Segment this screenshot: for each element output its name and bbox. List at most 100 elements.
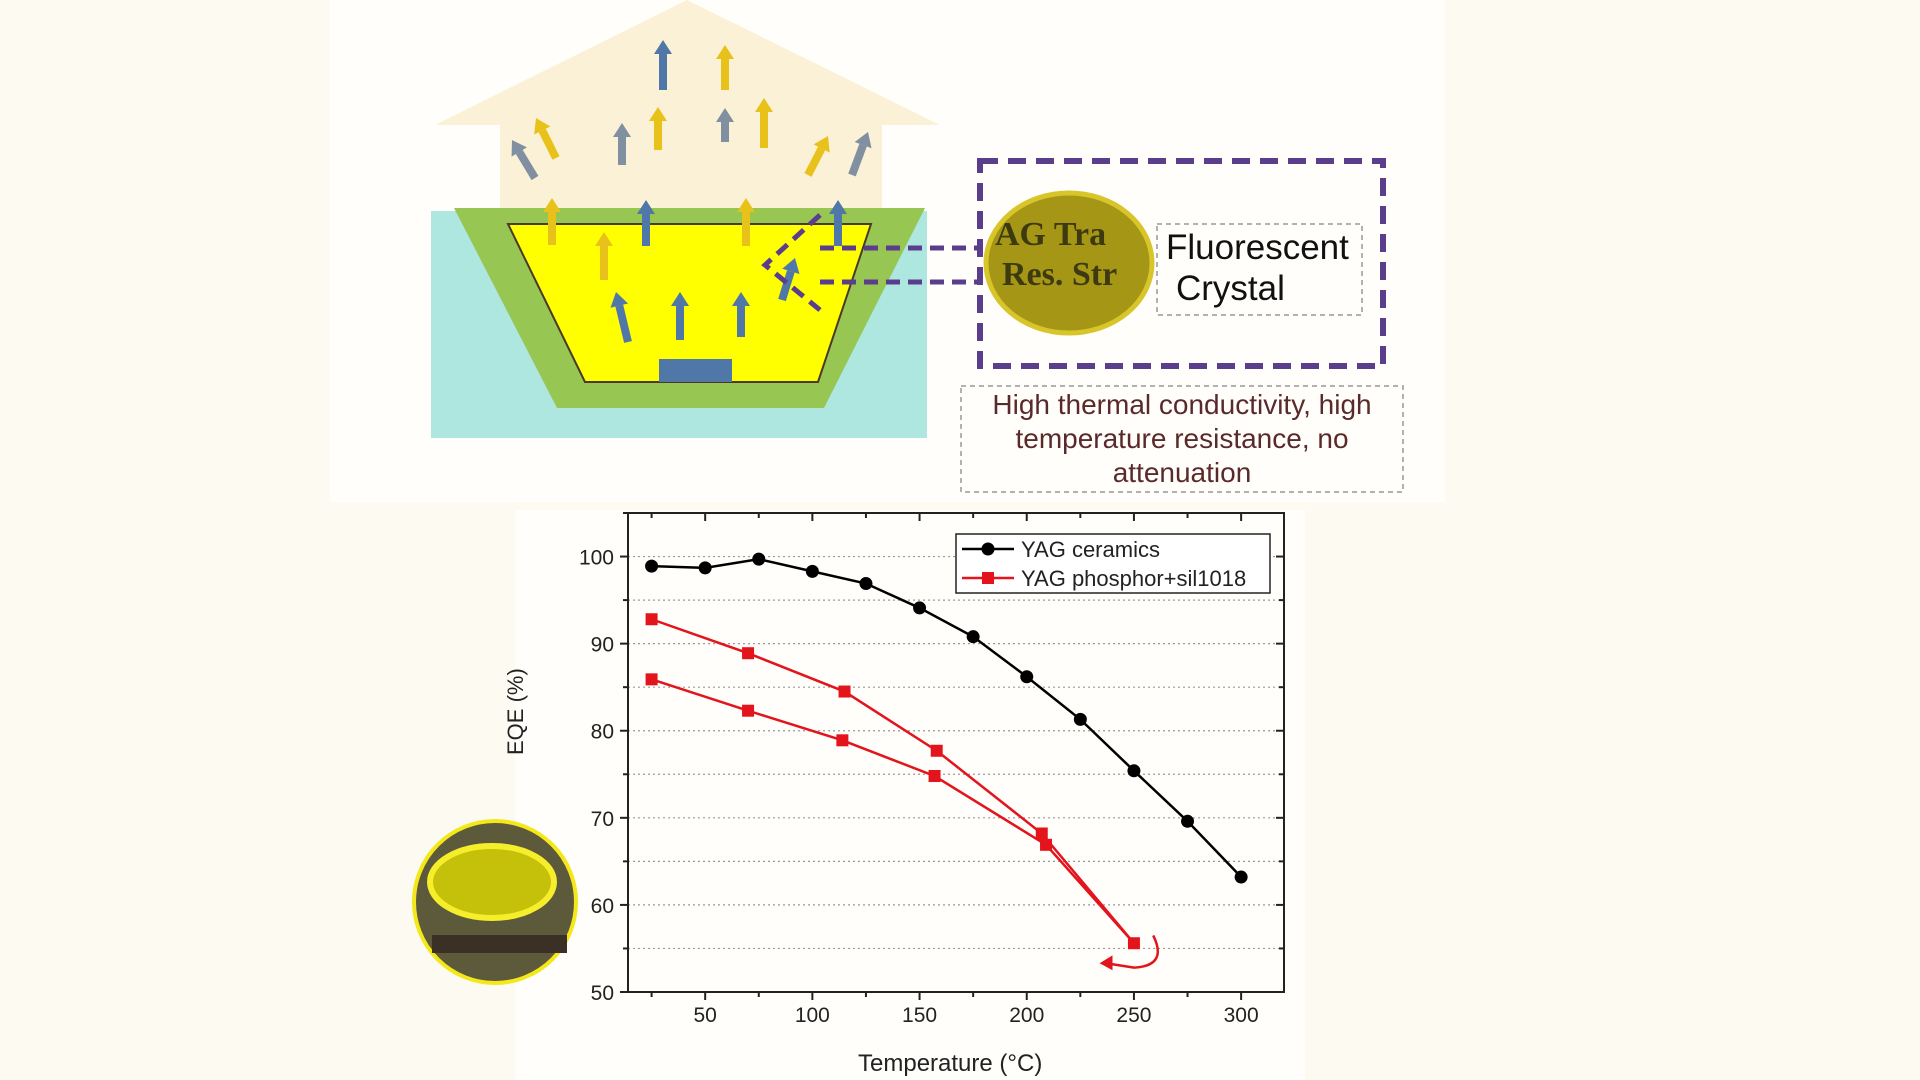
arrow-shaft (778, 270, 795, 302)
data-point (742, 647, 755, 660)
return-arrow-icon (1105, 934, 1159, 969)
arrow-head (543, 198, 561, 212)
data-point (645, 673, 658, 686)
arrow-shaft (615, 304, 632, 343)
data-point (698, 561, 712, 575)
crystal-logo-line1: AG Tra (995, 216, 1107, 253)
arrow-head (534, 118, 551, 135)
crystal-logo-line2: Res. Str (1002, 256, 1118, 293)
data-point (742, 704, 755, 717)
x-tick-label: 250 (1116, 1004, 1151, 1027)
data-point (859, 577, 873, 591)
y-axis-label: EQE (%) (503, 668, 528, 755)
arrow-shaft (804, 146, 826, 177)
arrow-shaft (848, 143, 867, 177)
x-tick-label: 50 (693, 1004, 716, 1027)
arrow-icon (804, 136, 830, 177)
arrow-head (511, 140, 527, 157)
legend-box (955, 533, 1271, 594)
data-point (1127, 937, 1140, 950)
arrow-icon (848, 132, 872, 177)
arrow-head (755, 98, 773, 112)
series-line-1 (651, 618, 1135, 945)
arrow-icon (829, 200, 847, 246)
arrow-head (637, 200, 655, 214)
crystal-callout-box (977, 158, 1386, 369)
property-text: High thermal conductivity, high temperat… (992, 389, 1372, 488)
arrow-head (595, 232, 613, 246)
data-point (928, 770, 941, 783)
y-tick-label: 60 (591, 895, 614, 918)
crystal-photo-disc (427, 843, 557, 921)
arrow-icon (716, 45, 734, 90)
data-point (645, 613, 658, 626)
arrow-icon (654, 40, 672, 90)
arrow-head (854, 132, 872, 149)
arrow-head (716, 108, 734, 122)
data-point (836, 734, 849, 747)
series-line-0 (651, 557, 1243, 878)
legend-marker (981, 542, 995, 556)
arrow-icon (716, 108, 734, 142)
data-point (913, 601, 927, 615)
data-point (838, 685, 851, 698)
x-tick-label: 300 (1224, 1004, 1259, 1027)
data-point (1073, 712, 1087, 726)
data-point (930, 744, 943, 757)
arrow-icon (732, 292, 750, 337)
arrow-icon (671, 292, 689, 340)
legend-label: YAG ceramics (1021, 537, 1160, 562)
data-point (966, 630, 980, 644)
arrow-icon (511, 140, 539, 181)
data-point (1127, 764, 1141, 778)
arrow-head (649, 107, 667, 121)
arrow-icon (637, 200, 655, 246)
crystal-label-box (1156, 223, 1363, 316)
arrow-icon (778, 258, 800, 302)
arrow-head (732, 292, 750, 306)
data-point (645, 559, 659, 573)
arrow-icon (755, 98, 773, 148)
data-point (1234, 870, 1248, 884)
arrow-shaft (538, 128, 560, 160)
arrow-icon (737, 198, 755, 246)
y-tick-label: 50 (591, 982, 614, 1005)
arrow-head (671, 292, 689, 306)
plot-frame (627, 512, 1285, 993)
y-tick-label: 70 (591, 808, 614, 831)
data-point (1040, 838, 1053, 851)
arrow-head (716, 45, 734, 59)
legend-label: YAG phosphor+sil1018 (1021, 566, 1246, 591)
data-point (1181, 814, 1195, 828)
data-point (1035, 827, 1048, 840)
arrow-icon (610, 292, 632, 343)
callout-lines (761, 213, 980, 312)
arrow-icon (534, 118, 560, 160)
x-tick-label: 100 (795, 1004, 830, 1027)
return-arrowhead-icon (1099, 955, 1113, 971)
crystal-label-line2: Crystal (1176, 269, 1285, 308)
led-chip (659, 359, 732, 382)
arrow-head (654, 40, 672, 54)
arrow-head (813, 136, 830, 153)
crystal-disc (983, 190, 1155, 336)
y-tick-label: 100 (579, 547, 614, 570)
x-axis-label: Temperature (°C) (858, 1050, 1043, 1077)
light-arrows (511, 40, 872, 343)
crystal-photo-ruler (432, 935, 567, 953)
arrow-head (613, 123, 631, 137)
arrow-head (829, 200, 847, 214)
legend-marker (982, 572, 994, 584)
x-tick-label: 150 (902, 1004, 937, 1027)
arrow-icon (595, 232, 613, 280)
arrow-icon (613, 123, 631, 165)
y-tick-label: 80 (591, 721, 614, 744)
arrow-shaft (515, 149, 539, 181)
data-point (805, 564, 819, 578)
x-tick-label: 200 (1009, 1004, 1044, 1027)
chart-panel (515, 510, 1305, 1080)
arrow-head (737, 198, 755, 212)
arrow-head (610, 292, 629, 308)
